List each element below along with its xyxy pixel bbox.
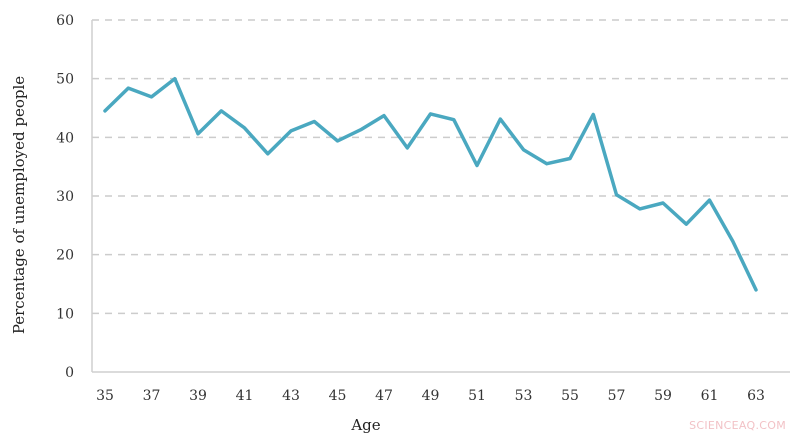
- x-tick-label: 57: [608, 388, 626, 404]
- y-tick-label: 60: [56, 13, 74, 29]
- y-axis-ticks: 0 10 20 30 40 50 60: [56, 13, 74, 381]
- x-tick-label: 41: [236, 388, 254, 404]
- y-tick-label: 30: [56, 189, 74, 205]
- y-tick-label: 40: [56, 130, 74, 146]
- x-tick-label: 49: [422, 388, 440, 404]
- y-tick-label: 10: [56, 306, 74, 322]
- x-tick-label: 61: [701, 388, 719, 404]
- x-axis-title: Age: [350, 416, 380, 434]
- x-tick-label: 51: [468, 388, 486, 404]
- y-tick-label: 0: [65, 365, 74, 381]
- x-tick-label: 63: [747, 388, 765, 404]
- x-axis-ticks: 35 37 39 41 43 45 47 49 51 53 55 57 59 61 63: [96, 388, 765, 404]
- y-tick-label: 50: [56, 72, 74, 88]
- x-tick-label: 37: [143, 388, 161, 404]
- x-tick-label: 59: [654, 388, 672, 404]
- x-tick-label: 55: [561, 388, 579, 404]
- gridlines: [92, 19, 790, 315]
- data-line: [103, 76, 758, 292]
- x-tick-label: 53: [515, 388, 533, 404]
- x-tick-label: 39: [189, 388, 207, 404]
- x-tick-label: 43: [282, 388, 300, 404]
- x-tick-label: 45: [329, 388, 347, 404]
- watermark: SCIENCEAQ.COM: [689, 419, 786, 432]
- x-tick-label: 47: [375, 388, 393, 404]
- y-axis-title: Percentage of unemployed people: [10, 76, 28, 334]
- x-tick-label: 35: [96, 388, 114, 404]
- y-tick-label: 20: [56, 248, 74, 264]
